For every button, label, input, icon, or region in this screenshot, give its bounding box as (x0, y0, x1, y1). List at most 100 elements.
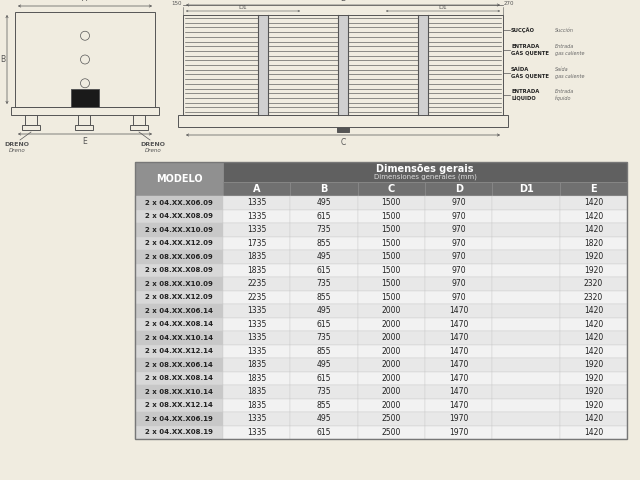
Text: 2 x 08.XX.X10.14: 2 x 08.XX.X10.14 (145, 389, 213, 395)
Bar (418, 15, 428, 115)
Text: Entrada
líquido: Entrada líquido (555, 89, 574, 101)
Bar (425, 196, 492, 209)
Bar (559, 398, 627, 412)
Text: 2500: 2500 (381, 428, 401, 437)
Text: 970: 970 (451, 198, 466, 207)
Bar (135, 250, 223, 264)
Bar (559, 345, 627, 358)
Text: 1835: 1835 (247, 360, 266, 369)
Text: E: E (83, 137, 88, 146)
Text: 1920: 1920 (584, 252, 603, 261)
Bar (135, 317, 223, 331)
Bar (223, 290, 291, 304)
Bar (492, 317, 559, 331)
Bar (492, 412, 559, 425)
Bar (135, 331, 223, 345)
Text: 2320: 2320 (584, 293, 603, 302)
Text: 2000: 2000 (381, 333, 401, 342)
Text: 1335: 1335 (247, 347, 266, 356)
Text: 970: 970 (451, 239, 466, 248)
Text: Dreno: Dreno (8, 148, 26, 153)
Bar (135, 412, 223, 425)
Text: 1500: 1500 (381, 252, 401, 261)
Text: 970: 970 (451, 212, 466, 221)
Bar (358, 237, 425, 250)
Bar (492, 264, 559, 277)
Bar (559, 317, 627, 331)
Text: 970: 970 (451, 266, 466, 275)
Text: 1500: 1500 (381, 198, 401, 207)
Bar (135, 223, 223, 237)
Bar (425, 290, 492, 304)
Text: 1920: 1920 (584, 387, 603, 396)
Bar (135, 372, 223, 385)
Text: 2 x 08.XX.X08.09: 2 x 08.XX.X08.09 (145, 267, 213, 273)
Bar (291, 425, 358, 439)
Bar (358, 264, 425, 277)
Bar (559, 425, 627, 439)
Text: 2 x 04.XX.X06.19: 2 x 04.XX.X06.19 (145, 416, 213, 422)
Bar (358, 304, 425, 317)
Text: 1835: 1835 (247, 387, 266, 396)
Bar (425, 209, 492, 223)
Bar (425, 372, 492, 385)
Text: 1970: 1970 (449, 428, 468, 437)
Bar (425, 317, 492, 331)
Bar (559, 331, 627, 345)
Text: D1: D1 (239, 5, 248, 10)
Text: 970: 970 (451, 252, 466, 261)
Text: ENTRADA
GÁS QUENTE: ENTRADA GÁS QUENTE (511, 44, 549, 56)
Bar (425, 385, 492, 398)
Bar (133, 115, 145, 125)
Bar (559, 304, 627, 317)
Bar (559, 358, 627, 372)
Text: SAÍDA
GÁS QUENTE: SAÍDA GÁS QUENTE (511, 67, 549, 79)
Text: 1470: 1470 (449, 387, 468, 396)
Text: 1835: 1835 (247, 252, 266, 261)
Text: 1420: 1420 (584, 225, 603, 234)
Text: 2000: 2000 (381, 347, 401, 356)
Bar (492, 237, 559, 250)
Text: 855: 855 (317, 401, 332, 410)
Bar (291, 182, 358, 196)
Bar (223, 237, 291, 250)
Text: 1420: 1420 (584, 414, 603, 423)
Bar (291, 372, 358, 385)
Text: E: E (590, 184, 596, 194)
Text: 1970: 1970 (449, 414, 468, 423)
Text: 1470: 1470 (449, 374, 468, 383)
Text: 1420: 1420 (584, 320, 603, 329)
Bar (223, 264, 291, 277)
Text: 1420: 1420 (584, 333, 603, 342)
Text: 1470: 1470 (449, 320, 468, 329)
Text: 735: 735 (317, 333, 332, 342)
Text: MODELO: MODELO (156, 174, 202, 184)
Bar (425, 345, 492, 358)
Bar (358, 223, 425, 237)
Bar (358, 209, 425, 223)
Text: B: B (0, 55, 5, 64)
Text: 2 x 08.XX.X06.14: 2 x 08.XX.X06.14 (145, 362, 213, 368)
Text: 615: 615 (317, 428, 332, 437)
Text: 2 x 08.XX.X08.14: 2 x 08.XX.X08.14 (145, 375, 213, 381)
Text: C: C (388, 184, 395, 194)
Text: 1835: 1835 (247, 374, 266, 383)
Bar (291, 358, 358, 372)
Bar (135, 398, 223, 412)
Text: 1420: 1420 (584, 212, 603, 221)
Bar (492, 398, 559, 412)
Bar (135, 237, 223, 250)
Bar (291, 209, 358, 223)
Text: Entrada
gas caliente: Entrada gas caliente (555, 44, 584, 56)
Bar (425, 264, 492, 277)
Text: 1420: 1420 (584, 428, 603, 437)
Text: Dreno: Dreno (145, 148, 161, 153)
Bar (425, 412, 492, 425)
Text: A: A (83, 0, 88, 3)
Bar (135, 162, 223, 196)
Text: 615: 615 (317, 266, 332, 275)
Bar (358, 412, 425, 425)
Bar (559, 182, 627, 196)
Text: 495: 495 (317, 198, 332, 207)
Bar (358, 250, 425, 264)
